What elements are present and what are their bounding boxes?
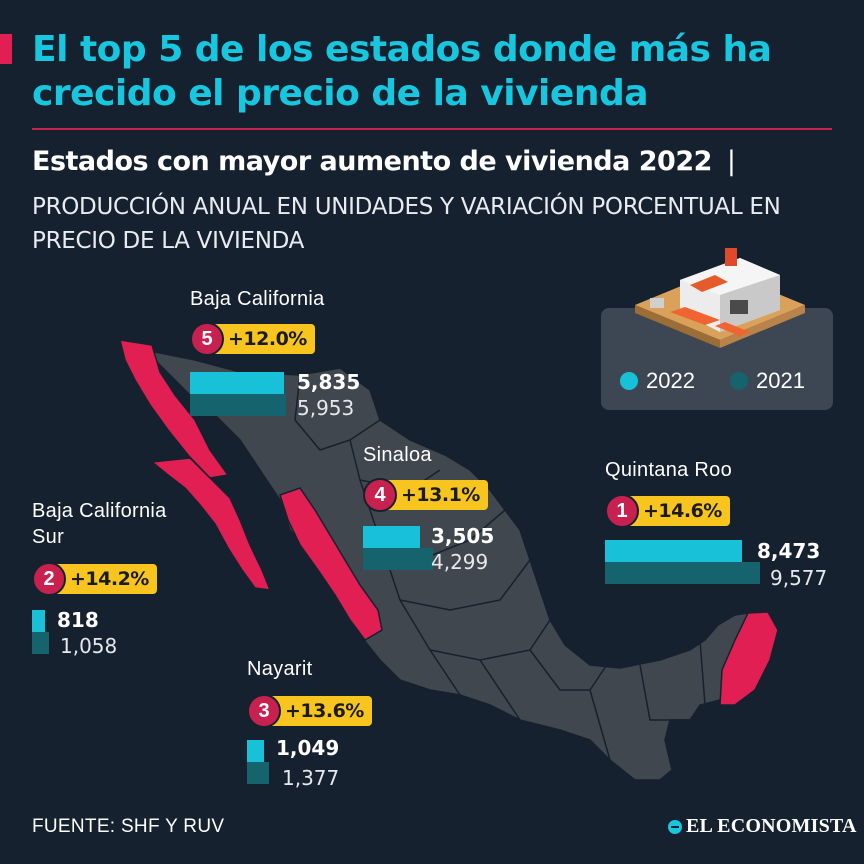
value-2022-nayarit: 1,049 <box>276 736 340 760</box>
value-2022-quintana-roo: 8,473 <box>757 539 821 563</box>
pct-change-label: +14.2% <box>56 564 157 594</box>
subtitle-text: Estados con mayor aumento de vivienda 20… <box>32 146 712 177</box>
rank-badge: 2 <box>32 562 66 596</box>
state-name-quintana-roo: Quintana Roo <box>605 459 733 481</box>
rank-badge: 4 <box>363 478 397 512</box>
chart-subtitle: Estados con mayor aumento de vivienda 20… <box>32 146 736 177</box>
state-name-baja-california-sur: Baja California Sur <box>32 498 167 550</box>
bar-2022-quintana-roo <box>605 540 742 562</box>
title-accent-bar <box>0 34 12 64</box>
state-badge-quintana-roo: 1 +14.6% <box>605 494 730 528</box>
map-state-sinaloa <box>279 487 383 641</box>
page-title: El top 5 de los estados donde más ha cre… <box>32 29 772 114</box>
brand-name: EL ECONOMISTA <box>686 815 857 837</box>
bar-2022-sinaloa <box>363 526 420 548</box>
source-note: FUENTE: SHF Y RUV <box>32 816 225 837</box>
bar-2022-baja-california <box>190 372 284 394</box>
state-name-line2: Sur <box>32 526 65 548</box>
pct-change-label: +12.0% <box>214 324 315 354</box>
state-name-line1: Baja California <box>32 500 167 522</box>
rank-badge: 1 <box>605 494 639 528</box>
map-state-baja-california-sur <box>150 457 272 591</box>
state-name-nayarit: Nayarit <box>247 658 313 680</box>
bar-2022-baja-california-sur <box>32 610 45 632</box>
brand-logo: EL ECONOMISTA <box>668 815 857 838</box>
state-badge-baja-california: 5 +12.0% <box>190 322 315 356</box>
state-name-sinaloa: Sinaloa <box>363 444 432 466</box>
legend-dot-2021 <box>730 372 748 390</box>
bar-2021-nayarit <box>247 762 269 784</box>
state-badge-nayarit: 3 +13.6% <box>247 694 372 728</box>
subtitle-separator: | <box>726 146 736 177</box>
value-2021-baja-california: 5,953 <box>297 396 355 420</box>
value-2021-nayarit: 1,377 <box>282 766 340 790</box>
rank-badge: 5 <box>190 322 224 356</box>
value-2021-quintana-roo: 9,577 <box>770 566 828 590</box>
value-2022-sinaloa: 3,505 <box>431 524 495 548</box>
title-divider <box>32 128 832 130</box>
state-badge-baja-california-sur: 2 +14.2% <box>32 562 157 596</box>
state-name-baja-california: Baja California <box>190 288 325 310</box>
map-state-quintana-roo <box>719 611 779 706</box>
pct-change-label: +13.1% <box>387 480 488 510</box>
value-2021-sinaloa: 4,299 <box>431 550 489 574</box>
bar-2021-quintana-roo <box>605 562 760 584</box>
legend-label-2022: 2022 <box>646 368 695 393</box>
value-2022-baja-california-sur: 818 <box>57 608 99 632</box>
state-badge-sinaloa: 4 +13.1% <box>363 478 488 512</box>
value-2021-baja-california-sur: 1,058 <box>60 634 118 658</box>
chart-description: PRODUCCIÓN ANUAL EN UNIDADES Y VARIACIÓN… <box>32 194 781 254</box>
legend-item-2021: 2021 <box>730 368 805 394</box>
bar-2022-nayarit <box>247 740 264 762</box>
bar-2021-baja-california <box>190 394 286 416</box>
pct-change-label: +14.6% <box>629 496 730 526</box>
value-2022-baja-california: 5,835 <box>297 370 361 394</box>
bar-2021-baja-california-sur <box>32 632 49 654</box>
rank-badge: 3 <box>247 694 281 728</box>
map-state-baja-california <box>118 339 230 479</box>
house-illustration <box>635 248 805 348</box>
legend-item-2022: 2022 <box>620 368 695 394</box>
pct-change-label: +13.6% <box>271 696 372 726</box>
legend-label-2021: 2021 <box>756 368 805 393</box>
economista-logo-icon <box>668 819 682 834</box>
bar-2021-sinaloa <box>363 548 433 570</box>
legend-dot-2022 <box>620 372 638 390</box>
